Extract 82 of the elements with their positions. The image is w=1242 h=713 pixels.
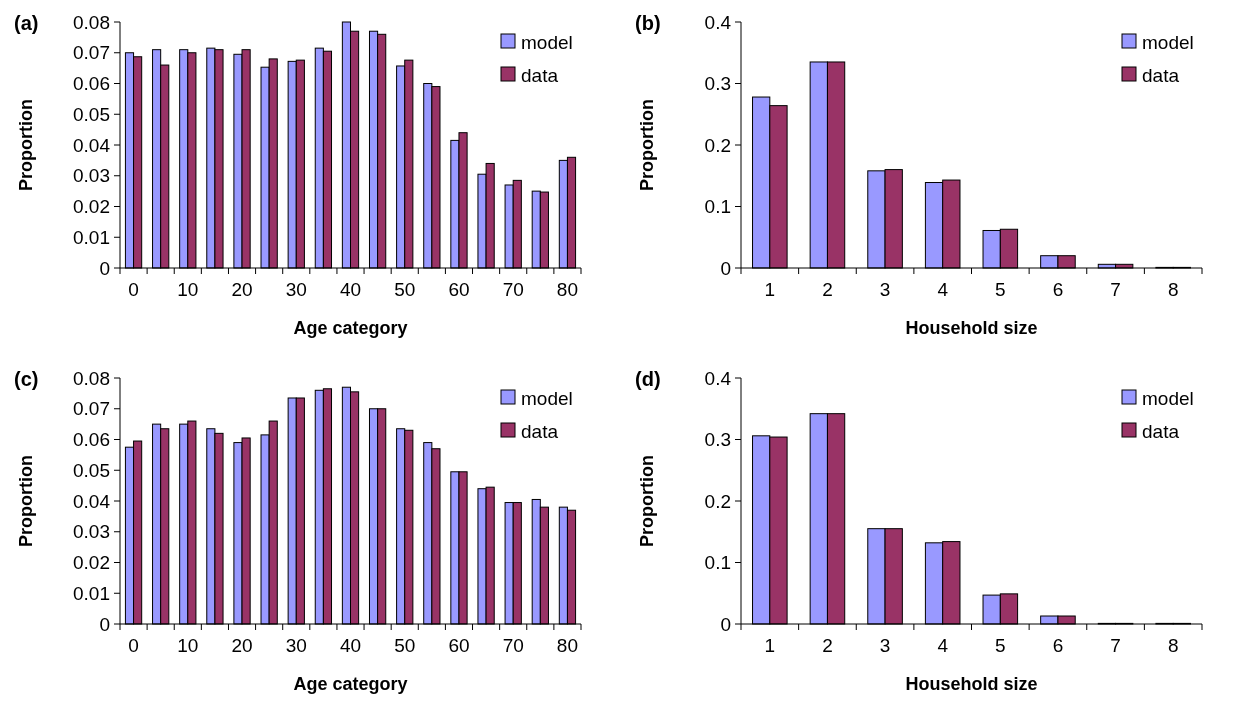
y-tick-label: 0.4 xyxy=(704,11,732,33)
y-tick-label: 0.3 xyxy=(704,73,731,95)
x-tick-label: 30 xyxy=(285,635,307,656)
legend-label: data xyxy=(521,64,559,86)
x-tick-label: 10 xyxy=(177,279,199,300)
y-tick-label: 0.03 xyxy=(73,165,110,187)
x-axis-title: Age category xyxy=(293,318,408,338)
x-tick-label: 8 xyxy=(1167,279,1179,300)
y-axis-title: Proportion xyxy=(16,99,36,191)
x-tick-label: 7 xyxy=(1110,279,1121,300)
x-tick-label: 5 xyxy=(995,279,1006,300)
y-tick-label: 0.03 xyxy=(73,521,110,543)
x-tick-label: 30 xyxy=(285,279,307,300)
chart-title: (a) xyxy=(14,12,39,34)
y-tick-label: 0.06 xyxy=(73,73,110,95)
x-tick-label: 1 xyxy=(764,279,776,300)
y-tick-label: 0.02 xyxy=(73,552,110,574)
chart-title: (d) xyxy=(635,368,661,390)
y-tick-label: 0 xyxy=(720,257,731,279)
x-tick-label: 40 xyxy=(339,635,362,656)
x-tick-label: 6 xyxy=(1052,279,1064,300)
y-tick-label: 0.04 xyxy=(73,490,111,512)
chart-title: (b) xyxy=(635,12,661,34)
y-tick-label: 0.05 xyxy=(73,459,110,481)
y-tick-label: 0.08 xyxy=(73,11,110,33)
x-tick-label: 10 xyxy=(177,635,199,656)
x-tick-label: 60 xyxy=(448,635,470,656)
y-tick-label: 0.01 xyxy=(73,582,110,604)
x-tick-label: 1 xyxy=(764,635,776,656)
x-tick-label: 3 xyxy=(879,279,891,300)
x-tick-label: 60 xyxy=(448,279,470,300)
x-axis-title: Household size xyxy=(905,318,1038,338)
legend-label: data xyxy=(521,420,559,442)
y-tick-label: 0 xyxy=(720,613,731,635)
legend-label: data xyxy=(1142,420,1180,442)
x-tick-label: 2 xyxy=(822,279,833,300)
x-tick-label: 70 xyxy=(502,635,524,656)
y-tick-label: 0.4 xyxy=(704,367,732,389)
x-tick-label: 4 xyxy=(937,279,949,300)
y-tick-label: 0.01 xyxy=(73,226,110,248)
y-axis-title: Proportion xyxy=(637,455,657,547)
x-tick-label: 80 xyxy=(556,635,579,656)
legend-label: model xyxy=(1142,31,1194,53)
x-tick-label: 8 xyxy=(1167,635,1179,656)
y-tick-label: 0.05 xyxy=(73,103,110,125)
y-tick-label: 0.08 xyxy=(73,367,110,389)
x-axis-title: Household size xyxy=(905,674,1038,694)
x-tick-label: 0 xyxy=(128,635,139,656)
legend-label: model xyxy=(521,387,573,409)
y-tick-label: 0.02 xyxy=(73,196,110,218)
x-tick-label: 7 xyxy=(1110,635,1121,656)
x-tick-label: 3 xyxy=(879,635,891,656)
y-tick-label: 0.2 xyxy=(704,490,731,512)
legend-label: model xyxy=(1142,387,1194,409)
y-tick-label: 0.04 xyxy=(73,134,111,156)
x-axis-title: Age category xyxy=(293,674,408,694)
x-tick-label: 20 xyxy=(231,635,253,656)
y-tick-label: 0.06 xyxy=(73,429,110,451)
y-tick-label: 0.1 xyxy=(704,552,731,574)
x-tick-label: 4 xyxy=(937,635,949,656)
y-tick-label: 0.2 xyxy=(704,134,731,156)
x-tick-label: 0 xyxy=(128,279,139,300)
legend-label: data xyxy=(1142,64,1180,86)
y-tick-label: 0.3 xyxy=(704,429,731,451)
y-tick-label: 0.07 xyxy=(73,42,110,64)
chart-title: (c) xyxy=(14,368,39,390)
x-tick-label: 50 xyxy=(394,635,416,656)
x-tick-label: 50 xyxy=(394,279,416,300)
legend-label: model xyxy=(521,31,573,53)
x-tick-label: 5 xyxy=(995,635,1006,656)
y-axis-title: Proportion xyxy=(637,99,657,191)
x-tick-label: 80 xyxy=(556,279,579,300)
x-tick-label: 40 xyxy=(339,279,362,300)
y-tick-label: 0 xyxy=(99,257,110,279)
x-tick-label: 20 xyxy=(231,279,253,300)
y-tick-label: 0 xyxy=(99,613,110,635)
x-tick-label: 2 xyxy=(822,635,833,656)
x-tick-label: 6 xyxy=(1052,635,1064,656)
y-axis-title: Proportion xyxy=(16,455,36,547)
y-tick-label: 0.07 xyxy=(73,398,110,420)
y-tick-label: 0.1 xyxy=(704,196,731,218)
x-tick-label: 70 xyxy=(502,279,524,300)
